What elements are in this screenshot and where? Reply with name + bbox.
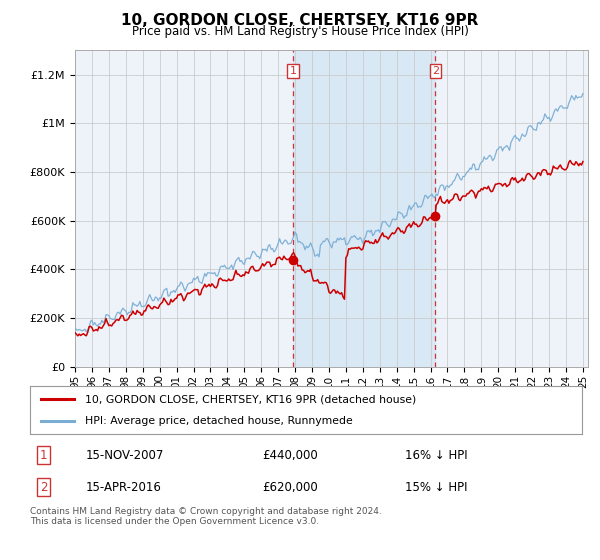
Text: Price paid vs. HM Land Registry's House Price Index (HPI): Price paid vs. HM Land Registry's House … [131, 25, 469, 38]
Text: 10, GORDON CLOSE, CHERTSEY, KT16 9PR (detached house): 10, GORDON CLOSE, CHERTSEY, KT16 9PR (de… [85, 394, 416, 404]
Text: 1: 1 [289, 66, 296, 76]
Text: Contains HM Land Registry data © Crown copyright and database right 2024.
This d: Contains HM Land Registry data © Crown c… [30, 507, 382, 526]
Text: 10, GORDON CLOSE, CHERTSEY, KT16 9PR: 10, GORDON CLOSE, CHERTSEY, KT16 9PR [121, 13, 479, 28]
Text: 15-NOV-2007: 15-NOV-2007 [85, 449, 164, 461]
Text: £440,000: £440,000 [262, 449, 317, 461]
Text: 15-APR-2016: 15-APR-2016 [85, 480, 161, 494]
Bar [293, 50, 436, 367]
Text: 15% ↓ HPI: 15% ↓ HPI [406, 480, 468, 494]
Text: 1: 1 [40, 449, 47, 461]
Text: 2: 2 [432, 66, 439, 76]
Text: 2: 2 [40, 480, 47, 494]
Text: 16% ↓ HPI: 16% ↓ HPI [406, 449, 468, 461]
Text: £620,000: £620,000 [262, 480, 317, 494]
Text: HPI: Average price, detached house, Runnymede: HPI: Average price, detached house, Runn… [85, 416, 353, 426]
